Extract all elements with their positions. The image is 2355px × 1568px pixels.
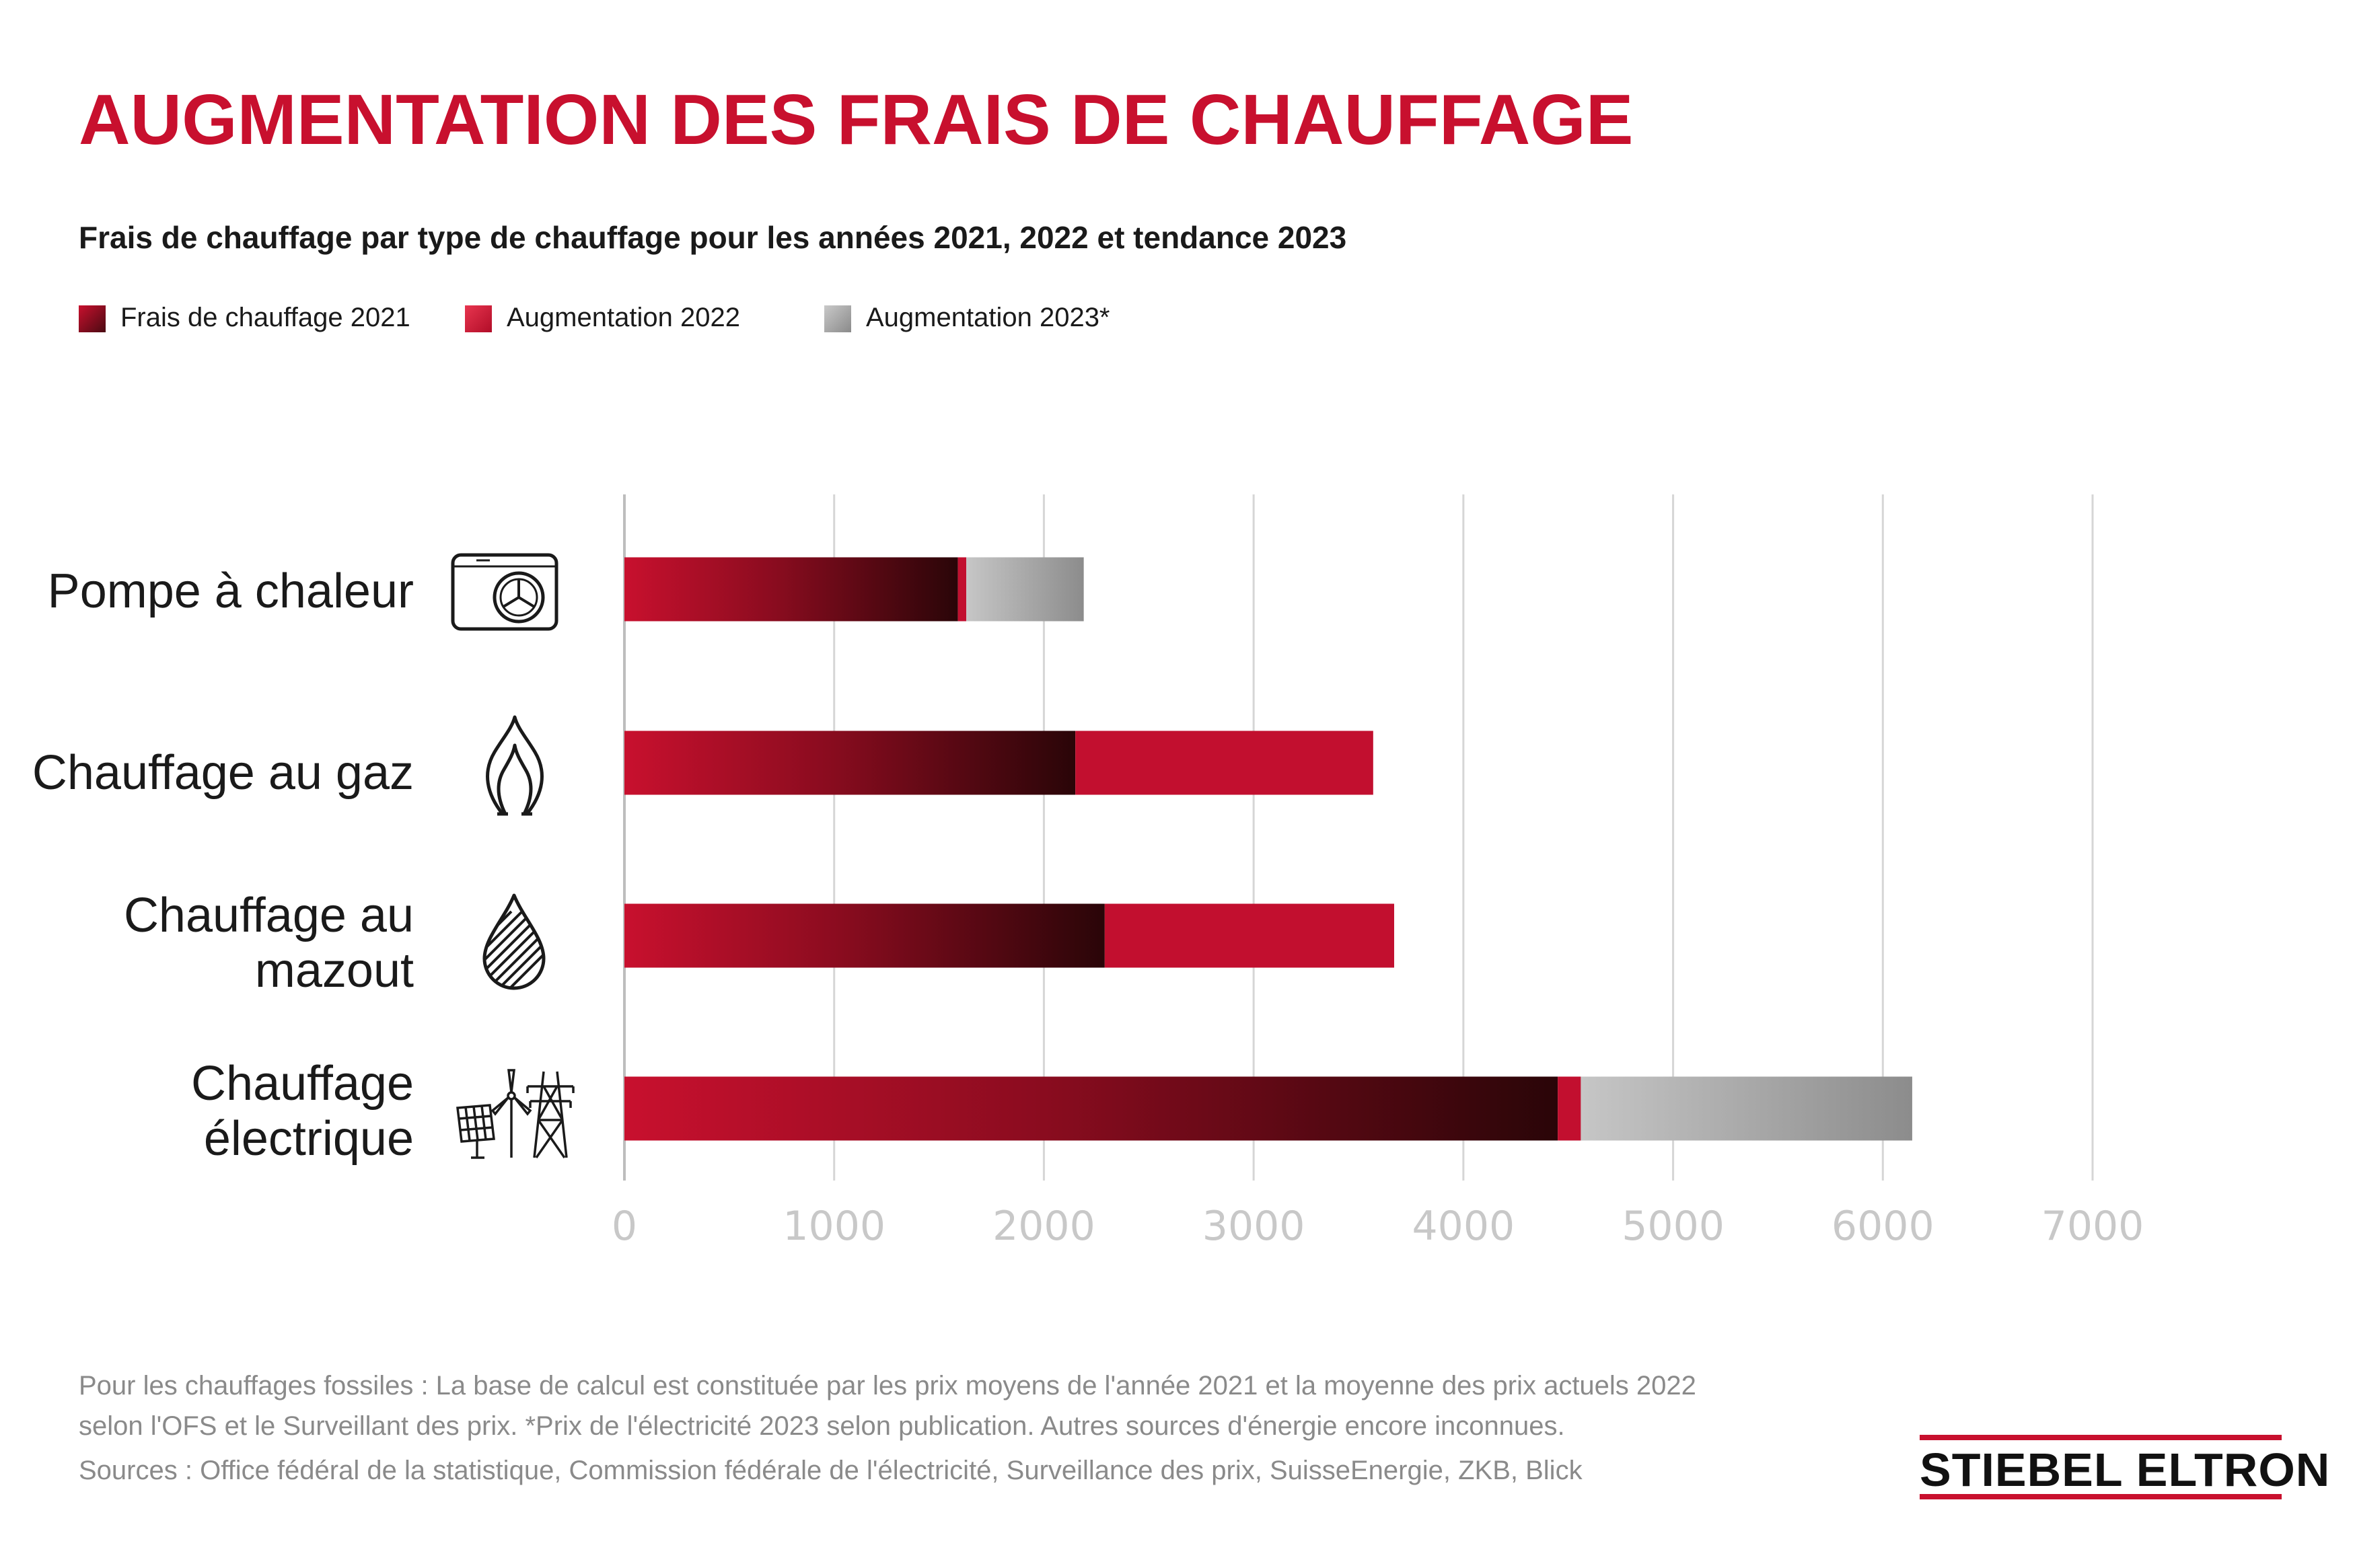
heat-pump-icon bbox=[451, 553, 558, 631]
legend-swatch-2023 bbox=[824, 305, 851, 332]
category-label-line: Chauffage bbox=[191, 1057, 414, 1111]
bar-segment-2023-increase bbox=[1581, 1076, 1912, 1141]
category-label-line: mazout bbox=[254, 944, 414, 998]
category-label-line: électrique bbox=[203, 1112, 414, 1166]
category-label-oil: Chauffage au mazout bbox=[124, 888, 414, 998]
x-tick-label: 1000 bbox=[783, 1203, 885, 1250]
footnote-sources: Sources : Office fédéral de la statistiq… bbox=[79, 1456, 1583, 1485]
logo-bottom-bar bbox=[1920, 1494, 2282, 1499]
bar-segment-2021 bbox=[624, 903, 1105, 968]
category-label-line: Pompe à chaleur bbox=[47, 564, 414, 618]
logo-top-bar bbox=[1920, 1435, 2282, 1440]
x-tick-label: 0 bbox=[612, 1203, 637, 1250]
bar-segment-2023-increase bbox=[966, 557, 1084, 622]
gas-flame-icon bbox=[486, 715, 544, 816]
category-label-line: Chauffage au gaz bbox=[32, 746, 414, 800]
legend-swatch-2022 bbox=[465, 305, 492, 332]
brand-logo: STIEBEL ELTRON bbox=[1920, 1435, 2331, 1499]
page-title: AUGMENTATION DES FRAIS DE CHAUFFAGE bbox=[79, 80, 1634, 159]
legend-label-2022: Augmentation 2022 bbox=[507, 303, 740, 332]
legend-swatch-2021 bbox=[79, 305, 106, 332]
chart-subtitle: Frais de chauffage par type de chauffage… bbox=[79, 220, 1347, 255]
bar-segment-2022-increase bbox=[1075, 731, 1373, 795]
oil-drop-icon bbox=[482, 893, 546, 990]
electricity-pylon-icon bbox=[456, 1069, 575, 1159]
logo-text: STIEBEL ELTRON bbox=[1920, 1444, 2331, 1496]
x-tick-label: 2000 bbox=[992, 1203, 1095, 1250]
x-tick-label: 6000 bbox=[1832, 1203, 1934, 1250]
bar-segment-2022-increase bbox=[957, 557, 967, 622]
category-label-line: Chauffage au bbox=[123, 889, 414, 942]
legend-label-2021: Frais de chauffage 2021 bbox=[120, 303, 410, 332]
category-label-gas: Chauffage au gaz bbox=[32, 745, 414, 800]
legend-label-2023: Augmentation 2023* bbox=[866, 303, 1110, 332]
footnote-line-1: Pour les chauffages fossiles : La base d… bbox=[79, 1371, 1696, 1401]
x-tick-label: 7000 bbox=[2041, 1203, 2144, 1250]
footnote-line-2: selon l'OFS et le Surveillant des prix. … bbox=[79, 1411, 1565, 1441]
bar-segment-2021 bbox=[624, 731, 1076, 795]
x-tick-label: 3000 bbox=[1202, 1203, 1305, 1250]
bar-segment-2022-increase bbox=[1558, 1076, 1581, 1141]
x-tick-label: 5000 bbox=[1622, 1203, 1725, 1250]
bar-segment-2022-increase bbox=[1104, 903, 1394, 968]
bar-segment-2021 bbox=[624, 557, 958, 622]
bar-segment-2021 bbox=[624, 1076, 1558, 1141]
x-tick-label: 4000 bbox=[1412, 1203, 1515, 1250]
category-label-electric: Chauffage électrique bbox=[191, 1056, 414, 1166]
category-label-heat-pump: Pompe à chaleur bbox=[48, 564, 414, 619]
